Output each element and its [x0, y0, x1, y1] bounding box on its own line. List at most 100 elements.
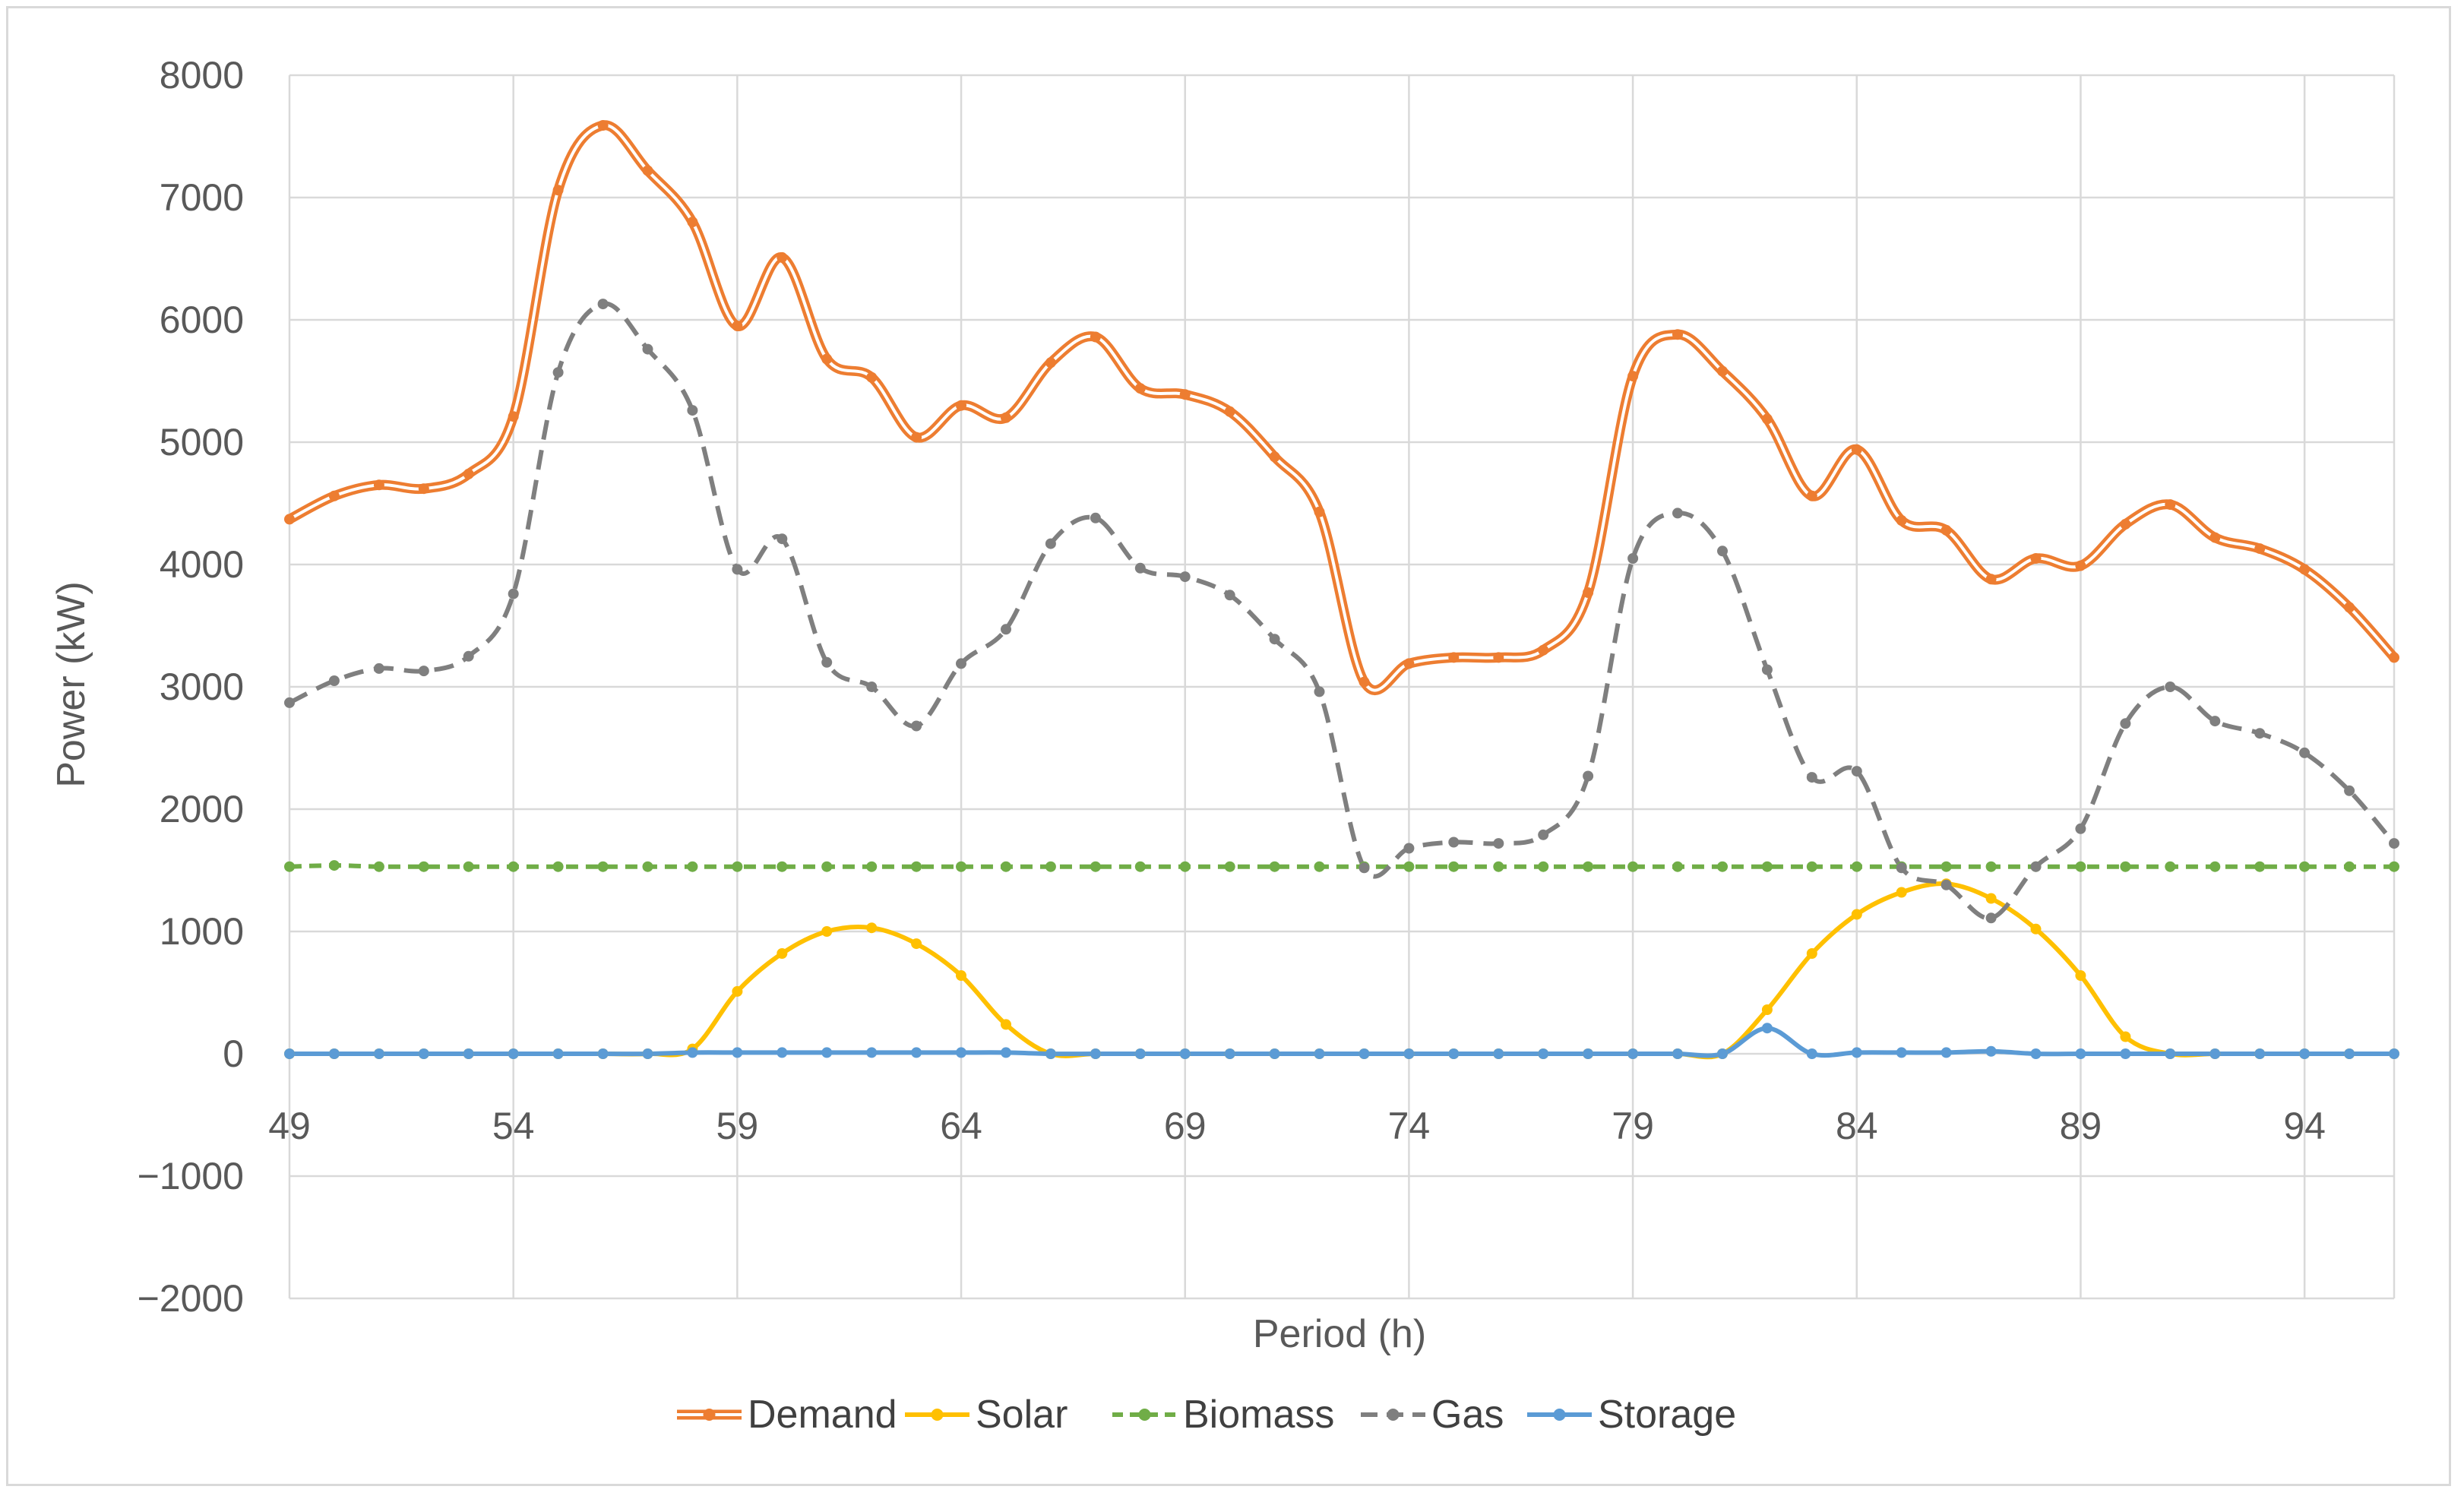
demand-series-line-inner — [289, 123, 2396, 692]
demand-point — [1134, 383, 1146, 394]
biomass-point — [1583, 861, 1594, 872]
solar-point — [866, 922, 878, 934]
gas-point — [2165, 682, 2176, 692]
demand-point — [1761, 413, 1773, 425]
demand-point — [1627, 371, 1639, 382]
storage-point — [1493, 1048, 1504, 1059]
biomass-point — [1717, 861, 1728, 872]
storage-point — [911, 1047, 922, 1058]
demand-point — [777, 251, 788, 263]
biomass-point — [777, 861, 788, 872]
storage-point — [1583, 1048, 1594, 1059]
storage-point — [1134, 1048, 1146, 1059]
gas-point — [2075, 823, 2086, 834]
gas-point — [1269, 634, 1280, 645]
solar-point — [777, 948, 788, 959]
biomass-point — [1179, 861, 1191, 872]
biomass-point — [1985, 861, 1997, 872]
demand-point — [1359, 676, 1370, 688]
y-tick-label: 1000 — [160, 910, 244, 953]
biomass-point — [732, 861, 743, 872]
storage-point — [1896, 1047, 1907, 1058]
biomass-point — [1001, 861, 1011, 872]
gas-point — [2209, 716, 2221, 727]
storage-point — [1001, 1047, 1011, 1058]
demand-point — [1672, 329, 1683, 340]
demand-point — [2254, 543, 2266, 555]
storage-point — [1538, 1048, 1549, 1059]
demand-point — [1985, 574, 1997, 585]
gas-point — [732, 564, 743, 575]
storage-point — [284, 1048, 295, 1059]
gas-point — [418, 666, 429, 677]
demand-point — [1941, 524, 1952, 536]
solar-point — [1001, 1019, 1011, 1030]
gas-point — [1538, 829, 1549, 840]
demand-point — [911, 432, 922, 443]
gas-point — [1001, 624, 1011, 635]
demand-point — [373, 479, 384, 491]
chart-frame: −2000 −1000 0 1000 2000 3000 4000 5000 6000 7000 8… — [6, 6, 2451, 1486]
demand-point — [2389, 652, 2399, 663]
tick-layer: −2000 −1000 0 1000 2000 3000 4000 5000 6000 7000 8… — [138, 54, 2326, 1320]
chart-svg: −2000 −1000 0 1000 2000 3000 4000 5000 6000 7000 8… — [49, 54, 2399, 1437]
storage-point — [597, 1048, 609, 1059]
gas-point — [956, 658, 966, 669]
gas-point — [2120, 718, 2131, 729]
demand-point — [1806, 490, 1817, 501]
demand-point — [1314, 506, 1325, 517]
storage-point — [2165, 1048, 2176, 1059]
biomass-point — [328, 860, 340, 871]
gas-point — [1583, 770, 1594, 782]
legend-item-biomass: Biomass — [1112, 1393, 1334, 1437]
storage-point — [777, 1047, 788, 1058]
biomass-point — [1269, 861, 1280, 872]
gas-point — [1403, 843, 1415, 854]
biomass-point — [911, 861, 922, 872]
biomass-point — [642, 861, 653, 872]
storage-point — [866, 1047, 878, 1058]
legend-label-solar: Solar — [976, 1393, 1068, 1437]
legend-item-storage: Storage — [1527, 1393, 1736, 1437]
storage-point — [552, 1048, 564, 1059]
demand-point — [1269, 451, 1280, 463]
gas-point — [463, 650, 474, 662]
gas-point — [1314, 686, 1325, 697]
gas-point — [687, 405, 698, 416]
gas-point — [1359, 862, 1370, 874]
storage-point — [463, 1048, 474, 1059]
legend-marker-solar — [931, 1409, 944, 1421]
storage-point — [1761, 1023, 1773, 1034]
biomass-point — [2254, 861, 2266, 872]
storage-point — [2075, 1048, 2086, 1059]
biomass-point — [597, 861, 609, 872]
demand-point — [956, 400, 966, 411]
demand-point — [597, 120, 609, 131]
biomass-point — [284, 861, 295, 872]
series-layer — [286, 120, 2398, 1060]
storage-point — [418, 1048, 429, 1059]
legend-label-biomass: Biomass — [1183, 1393, 1334, 1437]
storage-point — [642, 1048, 653, 1059]
storage-point — [2344, 1048, 2355, 1059]
x-tick-label: 79 — [1612, 1105, 1654, 1147]
x-tick-label: 69 — [1164, 1105, 1207, 1147]
gas-point — [597, 299, 609, 310]
storage-point — [956, 1047, 966, 1058]
y-tick-label: −1000 — [138, 1155, 244, 1197]
biomass-point — [1538, 861, 1549, 872]
legend-marker-demand — [703, 1409, 716, 1421]
biomass-point — [687, 861, 698, 872]
storage-point — [1224, 1048, 1235, 1059]
x-tick-label: 49 — [268, 1105, 311, 1147]
gas-point — [328, 675, 340, 686]
gas-point — [284, 697, 295, 708]
biomass-point — [2075, 861, 2086, 872]
gas-point — [1493, 838, 1504, 849]
storage-point — [2299, 1048, 2311, 1059]
storage-point — [1672, 1048, 1683, 1059]
solar-series-line — [289, 881, 2394, 1060]
x-axis-title: Period (h) — [1253, 1312, 1426, 1356]
gas-point — [821, 656, 833, 668]
solar-point — [2030, 923, 2042, 935]
